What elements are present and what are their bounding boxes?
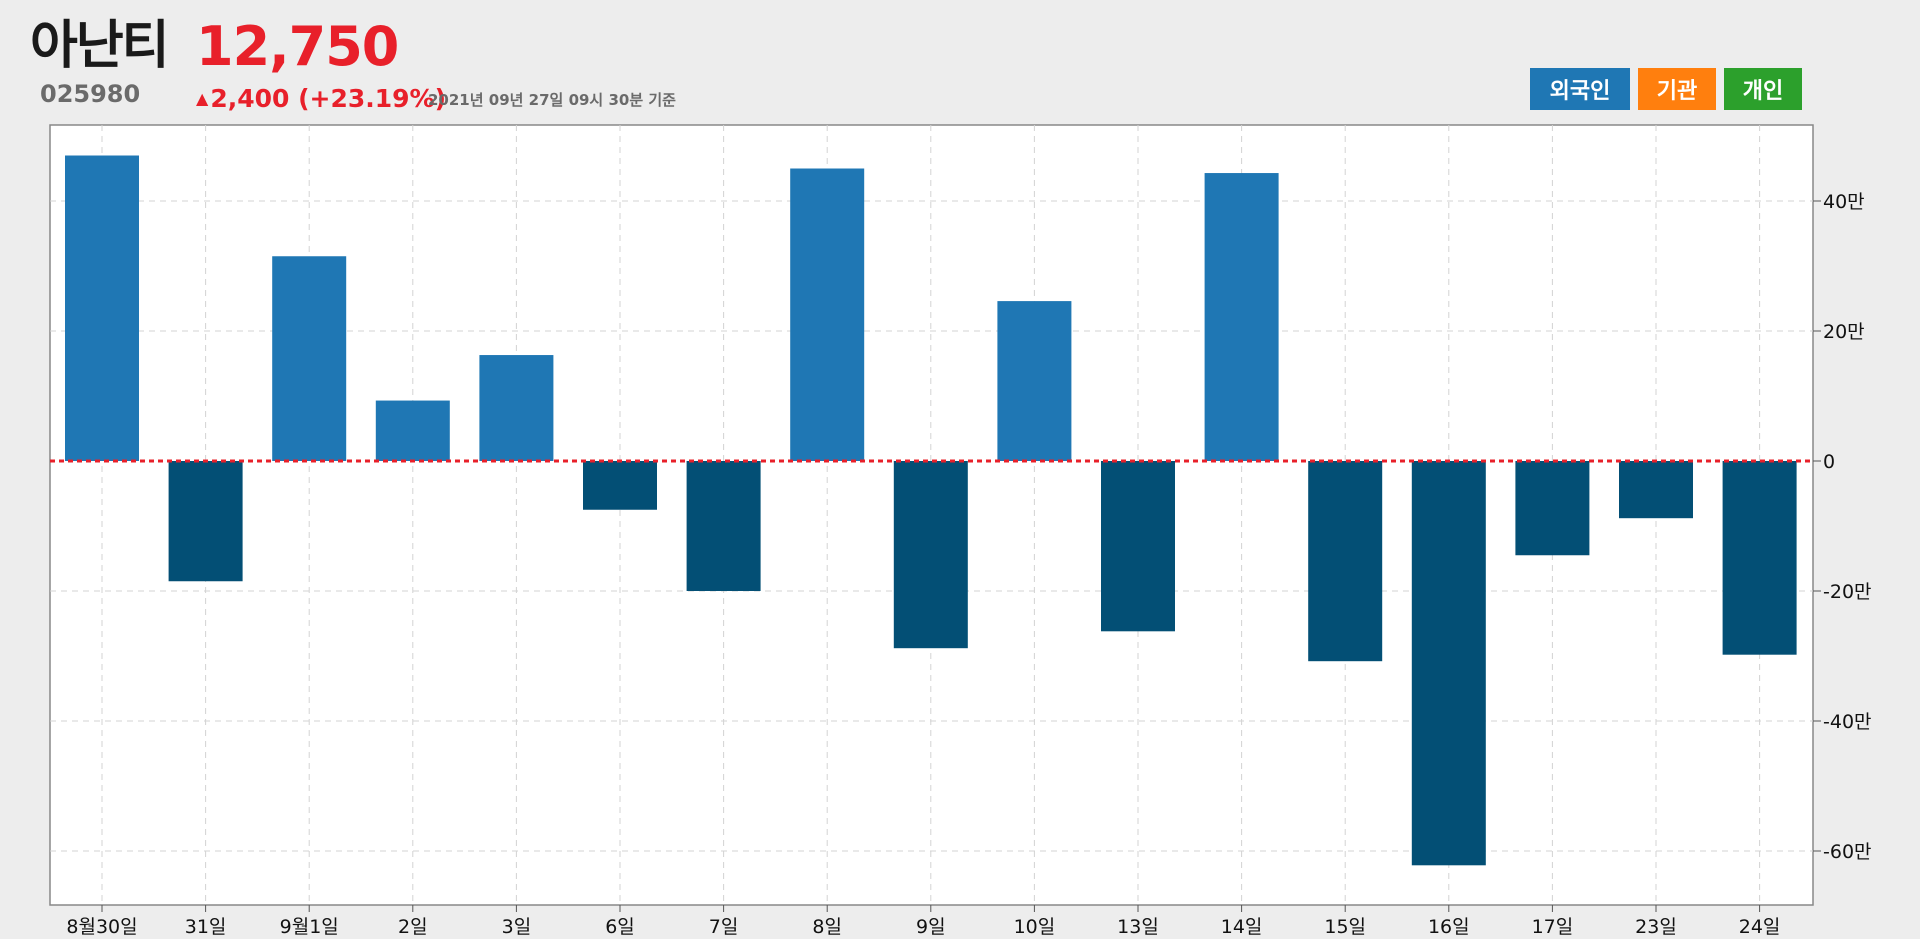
x-tick-label: 2일 (398, 916, 428, 938)
x-tick-label: 3일 (502, 916, 532, 938)
price-change: ▲2,400 (+23.19%) (196, 86, 446, 111)
x-axis: 8월30일 31일 9월1일 2일 3일 6일 7일 8일 9일 10일 13일 14일 15일 16일 1… (66, 905, 1780, 938)
bar-8월30일 (65, 155, 139, 461)
bar-3일 (479, 355, 554, 461)
y-axis: 40만 20만 0 -20만 -40만 -60만 (1813, 191, 1872, 863)
bar-6일 (583, 461, 657, 510)
y-tick-label: -40만 (1823, 711, 1872, 733)
bar-17일 (1515, 461, 1590, 556)
stock-header: 아난티 12,750 025980 ▲2,400 (+23.19%) 2021년… (0, 0, 1920, 125)
x-tick-label: 9일 (916, 916, 946, 938)
bar-2일 (375, 400, 450, 461)
bar-9일 (893, 461, 968, 649)
y-tick-label: -20만 (1823, 581, 1872, 603)
stock-code: 025980 (40, 80, 141, 108)
bar-13일 (1101, 461, 1175, 632)
x-tick-label: 24일 (1739, 916, 1781, 938)
timestamp: 2021년 09년 27일 09시 30분 기준 (428, 91, 676, 109)
x-tick-label: 13일 (1117, 916, 1159, 938)
y-tick-label: 40만 (1823, 191, 1865, 213)
bar-9월1일 (272, 256, 347, 461)
y-tick-label: 0 (1823, 451, 1835, 473)
x-tick-label: 10일 (1014, 916, 1056, 938)
institution-investor-button[interactable]: 기관 (1638, 68, 1716, 110)
x-tick-label: 23일 (1635, 916, 1677, 938)
x-tick-label: 9월1일 (280, 916, 339, 938)
up-arrow-icon: ▲ (196, 89, 209, 108)
stock-price: 12,750 (196, 15, 399, 78)
y-tick-label: -60만 (1823, 841, 1872, 863)
price-change-value: 2,400 (+23.19%) (210, 84, 447, 113)
bar-24일 (1722, 461, 1797, 655)
individual-investor-button[interactable]: 개인 (1724, 68, 1802, 110)
x-tick-label: 6일 (605, 916, 635, 938)
y-tick-label: 20만 (1823, 321, 1865, 343)
x-tick-label: 16일 (1428, 916, 1470, 938)
stock-name: 아난티 (30, 16, 170, 76)
bar-8일 (790, 168, 865, 461)
bar-16일 (1411, 461, 1486, 866)
bars (65, 155, 1797, 866)
foreign-investor-button[interactable]: 외국인 (1530, 68, 1630, 110)
x-tick-label: 17일 (1532, 916, 1574, 938)
x-tick-label: 31일 (185, 916, 227, 938)
investor-legend: 외국인 기관 개인 (1530, 68, 1802, 110)
bar-10일 (997, 301, 1072, 461)
bar-23일 (1619, 461, 1693, 519)
bar-14일 (1204, 173, 1279, 462)
x-tick-label: 8일 (812, 916, 842, 938)
x-tick-label: 15일 (1324, 916, 1366, 938)
x-tick-label: 8월30일 (66, 916, 137, 938)
x-tick-label: 14일 (1221, 916, 1263, 938)
bar-31일 (168, 461, 243, 582)
bar-15일 (1308, 461, 1383, 662)
bar-7일 (686, 461, 761, 591)
x-tick-label: 7일 (709, 916, 739, 938)
